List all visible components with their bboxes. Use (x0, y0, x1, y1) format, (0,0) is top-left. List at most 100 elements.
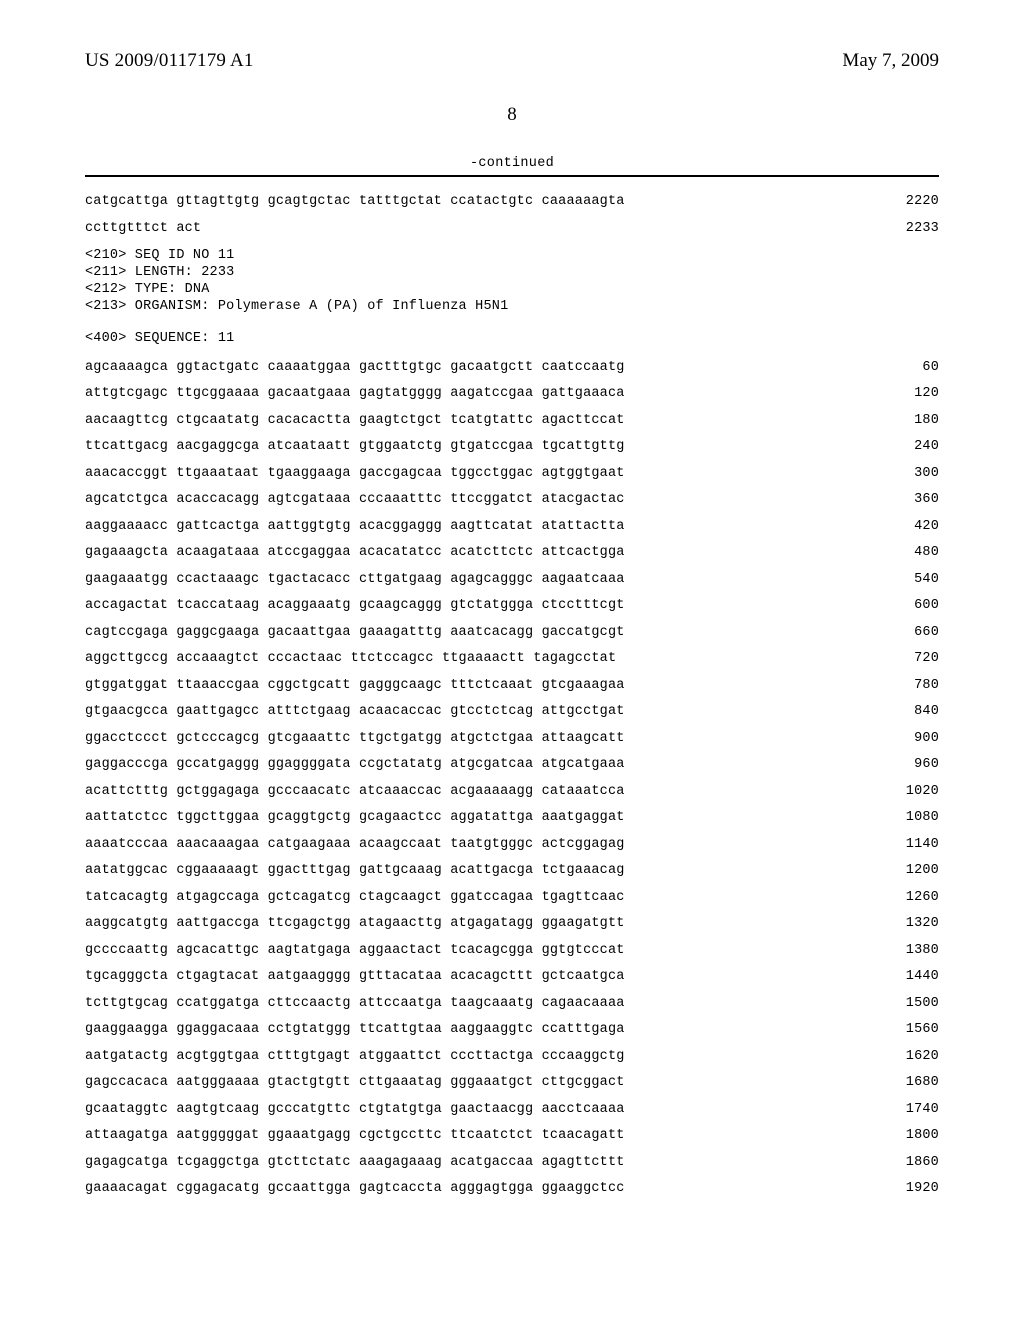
sequence-position: 900 (865, 732, 939, 746)
sequence-text: gaggacccga gccatgaggg ggaggggata ccgctat… (85, 758, 625, 772)
sequence-text: aattatctcc tggcttggaa gcaggtgctg gcagaac… (85, 811, 625, 825)
sequence-meta-block: <210> SEQ ID NO 11 <211> LENGTH: 2233 <2… (85, 248, 939, 316)
sequence-position: 960 (865, 758, 939, 772)
sequence-position: 1860 (865, 1156, 939, 1170)
sequence-text: aatatggcac cggaaaaagt ggactttgag gattgca… (85, 864, 625, 878)
sequence-text: cagtccgaga gaggcgaaga gacaattgaa gaaagat… (85, 626, 625, 640)
sequence-position: 1740 (865, 1103, 939, 1117)
sequence-text: aacaagttcg ctgcaatatg cacacactta gaagtct… (85, 414, 625, 428)
sequence-text: gaaggaagga ggaggacaaa cctgtatggg ttcattg… (85, 1023, 625, 1037)
sequence-line: gagaaagcta acaagataaa atccgaggaa acacata… (85, 546, 939, 560)
sequence-text: aaaatcccaa aaacaaagaa catgaagaaa acaagcc… (85, 838, 625, 852)
page-header: US 2009/0117179 A1 May 7, 2009 (85, 50, 939, 72)
sequence-line: aggcttgccg accaaagtct cccactaac ttctccag… (85, 652, 939, 666)
sequence-400-header: <400> SEQUENCE: 11 (85, 331, 939, 346)
sequence-line: attaagatga aatgggggat ggaaatgagg cgctgcc… (85, 1129, 939, 1143)
sequence-position: 1920 (865, 1182, 939, 1196)
sequence-line: aatgatactg acgtggtgaa ctttgtgagt atggaat… (85, 1050, 939, 1064)
sequence-position: 240 (865, 440, 939, 454)
sequence-line: gtgaacgcca gaattgagcc atttctgaag acaacac… (85, 705, 939, 719)
sequence-text: aatgatactg acgtggtgaa ctttgtgagt atggaat… (85, 1050, 625, 1064)
publication-date: May 7, 2009 (842, 50, 939, 72)
sequence-line: aattatctcc tggcttggaa gcaggtgctg gcagaac… (85, 811, 939, 825)
sequence-position: 780 (865, 679, 939, 693)
sequence-text: aggcttgccg accaaagtct cccactaac ttctccag… (85, 652, 616, 666)
sequence-line: attgtcgagc ttgcggaaaa gacaatgaaa gagtatg… (85, 387, 939, 401)
sequence-position: 1260 (865, 891, 939, 905)
sequence-line: accagactat tcaccataag acaggaaatg gcaagca… (85, 599, 939, 613)
sequence-position: 1800 (865, 1129, 939, 1143)
sequence-text: tgcagggcta ctgagtacat aatgaagggg gtttaca… (85, 970, 625, 984)
sequence-position: 2233 (865, 222, 939, 236)
sequence-text: tatcacagtg atgagccaga gctcagatcg ctagcaa… (85, 891, 625, 905)
sequence-text: attgtcgagc ttgcggaaaa gacaatgaaa gagtatg… (85, 387, 625, 401)
sequence-line: ccttgtttct act 2233 (85, 222, 939, 236)
sequence-position: 180 (865, 414, 939, 428)
sequence-text: gccccaattg agcacattgc aagtatgaga aggaact… (85, 944, 625, 958)
sequence-text: ttcattgacg aacgaggcga atcaataatt gtggaat… (85, 440, 625, 454)
sequence-text: attaagatga aatgggggat ggaaatgagg cgctgcc… (85, 1129, 625, 1143)
sequence-line: catgcattga gttagttgtg gcagtgctac tatttgc… (85, 195, 939, 209)
sequence-position: 1080 (865, 811, 939, 825)
sequence-line: gaagaaatgg ccactaaagc tgactacacc cttgatg… (85, 573, 939, 587)
sequence-position: 1140 (865, 838, 939, 852)
sequence-position: 120 (865, 387, 939, 401)
sequence-position: 1320 (865, 917, 939, 931)
continued-label: -continued (85, 156, 939, 171)
sequence-line: gaggacccga gccatgaggg ggaggggata ccgctat… (85, 758, 939, 772)
sequence-text: gagagcatga tcgaggctga gtcttctatc aaagaga… (85, 1156, 625, 1170)
sequence-text: agcatctgca acaccacagg agtcgataaa cccaaat… (85, 493, 625, 507)
sequence-line: gagagcatga tcgaggctga gtcttctatc aaagaga… (85, 1156, 939, 1170)
sequence-line: acattctttg gctggagaga gcccaacatc atcaaac… (85, 785, 939, 799)
sequence-line: cagtccgaga gaggcgaaga gacaattgaa gaaagat… (85, 626, 939, 640)
sequence-position: 1560 (865, 1023, 939, 1037)
sequence-line: agcaaaagca ggtactgatc caaaatggaa gactttg… (85, 361, 939, 375)
sequence-text: aaacaccggt ttgaaataat tgaaggaaga gaccgag… (85, 467, 625, 481)
sequence-line: aatatggcac cggaaaaagt ggactttgag gattgca… (85, 864, 939, 878)
sequence-position: 2220 (865, 195, 939, 209)
sequence-text: agcaaaagca ggtactgatc caaaatggaa gactttg… (85, 361, 625, 375)
publication-id: US 2009/0117179 A1 (85, 50, 254, 72)
sequence-text: ccttgtttct act (85, 222, 201, 236)
sequence-text: gagccacaca aatgggaaaa gtactgtgtt cttgaaa… (85, 1076, 625, 1090)
sequence-text: ggacctccct gctcccagcg gtcgaaattc ttgctga… (85, 732, 625, 746)
sequence-position: 720 (865, 652, 939, 666)
sequence-text: gagaaagcta acaagataaa atccgaggaa acacata… (85, 546, 625, 560)
sequence-line: gccccaattg agcacattgc aagtatgaga aggaact… (85, 944, 939, 958)
sequence-position: 60 (865, 361, 939, 375)
sequence-text: catgcattga gttagttgtg gcagtgctac tatttgc… (85, 195, 625, 209)
sequence-position: 540 (865, 573, 939, 587)
sequence-line: agcatctgca acaccacagg agtcgataaa cccaaat… (85, 493, 939, 507)
top-rule-2 (85, 176, 939, 177)
sequence-position: 840 (865, 705, 939, 719)
sequence-line: gaaggaagga ggaggacaaa cctgtatggg ttcattg… (85, 1023, 939, 1037)
sequence-position: 360 (865, 493, 939, 507)
sequence-line: aaggcatgtg aattgaccga ttcgagctgg atagaac… (85, 917, 939, 931)
sequence-position: 300 (865, 467, 939, 481)
sequence-line: gaaaacagat cggagacatg gccaattgga gagtcac… (85, 1182, 939, 1196)
sequence-line: tcttgtgcag ccatggatga cttccaactg attccaa… (85, 997, 939, 1011)
sequence-line: ttcattgacg aacgaggcga atcaataatt gtggaat… (85, 440, 939, 454)
sequence-text: tcttgtgcag ccatggatga cttccaactg attccaa… (85, 997, 625, 1011)
prelude-sequence-block: catgcattga gttagttgtg gcagtgctac tatttgc… (85, 195, 939, 235)
sequence-position: 1020 (865, 785, 939, 799)
sequence-line: aacaagttcg ctgcaatatg cacacactta gaagtct… (85, 414, 939, 428)
sequence-position: 1200 (865, 864, 939, 878)
sequence-position: 1440 (865, 970, 939, 984)
sequence-line: aaacaccggt ttgaaataat tgaaggaaga gaccgag… (85, 467, 939, 481)
sequence-line: tatcacagtg atgagccaga gctcagatcg ctagcaa… (85, 891, 939, 905)
sequence-text: accagactat tcaccataag acaggaaatg gcaagca… (85, 599, 625, 613)
sequence-line: aaggaaaacc gattcactga aattggtgtg acacgga… (85, 520, 939, 534)
sequence-position: 1620 (865, 1050, 939, 1064)
sequence-position: 660 (865, 626, 939, 640)
patent-page: US 2009/0117179 A1 May 7, 2009 8 -contin… (0, 0, 1024, 1320)
sequence-line: gcaataggtc aagtgtcaag gcccatgttc ctgtatg… (85, 1103, 939, 1117)
sequence-position: 1380 (865, 944, 939, 958)
sequence-text: gcaataggtc aagtgtcaag gcccatgttc ctgtatg… (85, 1103, 625, 1117)
sequence-text: gaagaaatgg ccactaaagc tgactacacc cttgatg… (85, 573, 625, 587)
sequence-position: 600 (865, 599, 939, 613)
sequence-position: 420 (865, 520, 939, 534)
sequence-line: tgcagggcta ctgagtacat aatgaagggg gtttaca… (85, 970, 939, 984)
sequence-line: aaaatcccaa aaacaaagaa catgaagaaa acaagcc… (85, 838, 939, 852)
sequence-text: acattctttg gctggagaga gcccaacatc atcaaac… (85, 785, 625, 799)
